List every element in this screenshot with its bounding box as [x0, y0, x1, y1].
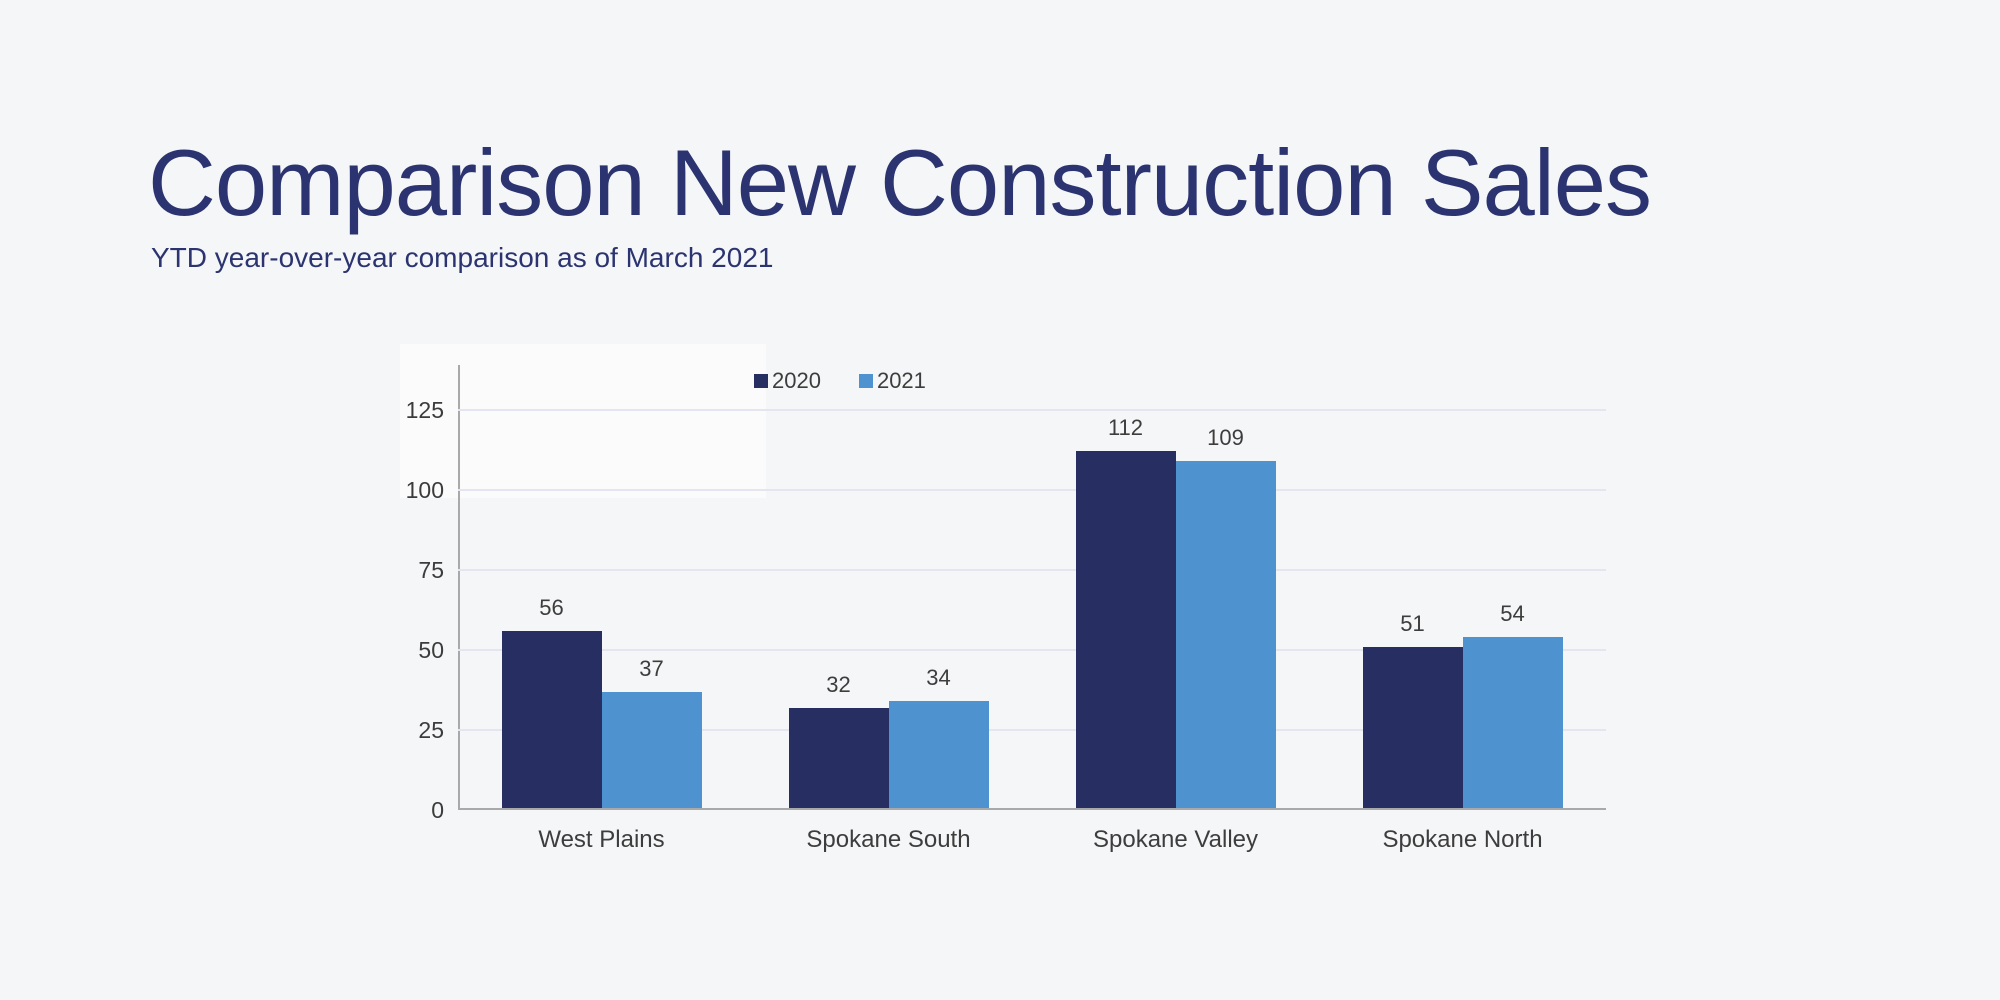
bar-2020-spokane-north — [1362, 646, 1463, 810]
bar-value-label-2020-spokane-north: 51 — [1400, 610, 1425, 636]
legend-swatch-2020 — [754, 374, 768, 388]
y-axis-line — [458, 365, 460, 810]
bar-value-label-2021-spokane-valley: 109 — [1207, 425, 1244, 451]
y-tick-label-0: 0 — [431, 797, 444, 823]
x-axis-label-west-plains: West Plains — [538, 826, 665, 853]
legend-item-2021: 2021 — [858, 368, 926, 394]
legend-swatch-2021 — [858, 374, 873, 388]
bar-2020-spokane-valley — [1075, 451, 1176, 810]
bar-2020-spokane-south — [788, 707, 889, 810]
gridline-75 — [458, 568, 1606, 571]
x-axis-label-spokane-north: Spokane North — [1382, 826, 1543, 853]
bar-value-label-2021-spokane-north: 54 — [1500, 601, 1525, 627]
y-tick-label-125: 125 — [405, 396, 444, 423]
bar-2021-spokane-valley — [1175, 461, 1276, 810]
bar-chart-plot-area: 56 37 32 34 112 109 51 54 — [458, 365, 1606, 810]
bar-2020-west-plains — [501, 630, 602, 810]
legend-item-2020: 2020 — [754, 368, 821, 394]
bar-2021-spokane-north — [1462, 637, 1563, 810]
bar-value-label-2020-spokane-south: 32 — [826, 671, 851, 697]
legend-label-2021: 2021 — [876, 368, 926, 393]
y-axis-tick-labels: 0 25 50 75 100 125 — [390, 365, 444, 823]
background-panel — [400, 344, 766, 498]
slide-subtitle: YTD year-over-year comparison as of Marc… — [151, 242, 774, 273]
gridline-125 — [458, 408, 1606, 411]
x-axis-label-spokane-south: Spokane South — [806, 826, 971, 853]
y-tick-label-75: 75 — [418, 556, 444, 583]
bar-value-label-2021-spokane-south: 34 — [926, 665, 951, 691]
x-axis-category-labels: West Plains Spokane South Spokane Valley Sp… — [458, 826, 1606, 858]
gridline-25 — [458, 728, 1606, 731]
gridline-100 — [458, 488, 1606, 491]
legend-label-2020: 2020 — [772, 368, 821, 393]
bar-value-label-2020-west-plains: 56 — [539, 594, 564, 620]
slide-title: Comparison New Construction Sales — [148, 130, 1652, 235]
chart-legend: 2020 2021 — [754, 368, 926, 394]
gridline-50 — [458, 648, 1606, 651]
bar-2021-west-plains — [601, 691, 702, 810]
y-tick-label-50: 50 — [418, 636, 444, 663]
bar-2021-spokane-south — [888, 701, 989, 810]
x-axis-label-spokane-valley: Spokane Valley — [1093, 826, 1258, 853]
bar-value-label-2020-spokane-valley: 112 — [1107, 415, 1144, 441]
y-tick-label-100: 100 — [405, 476, 444, 503]
bar-value-label-2021-west-plains: 37 — [639, 655, 664, 681]
x-axis-line — [458, 808, 1606, 810]
y-tick-label-25: 25 — [418, 716, 444, 743]
